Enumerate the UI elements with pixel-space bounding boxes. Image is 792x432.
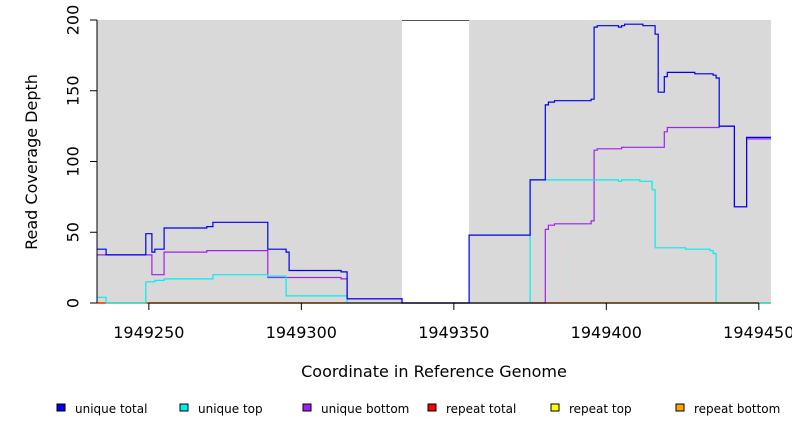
legend-label-unique-bottom: unique bottom (321, 402, 409, 416)
legend-swatch-repeat-bottom (675, 403, 685, 412)
legend-swatch-repeat-total (427, 403, 437, 412)
legend-label-repeat-top: repeat top (569, 402, 632, 416)
legend-swatch-unique-total (56, 403, 66, 412)
y-tick-label: 50 (64, 222, 83, 242)
x-axis-title: Coordinate in Reference Genome (301, 362, 567, 381)
series-line-unique-bottom (97, 125, 771, 304)
legend-swatch-repeat-top (550, 403, 560, 412)
series-line-unique-total (97, 23, 771, 304)
legend-swatch-unique-top (179, 403, 189, 412)
x-tick-label: 1949300 (266, 323, 337, 342)
legend-label-unique-total: unique total (75, 402, 147, 416)
x-axis: 1949250 1949300 1949350 1949400 1949450 (113, 302, 792, 342)
series-line-unique-top (97, 179, 771, 304)
legend: unique total unique top unique bottom repea… (56, 402, 780, 416)
x-tick-label: 1949350 (418, 323, 489, 342)
y-axis-title: Read Coverage Depth (22, 74, 41, 250)
y-tick-label: 200 (64, 5, 83, 36)
x-tick-label: 1949450 (723, 323, 792, 342)
uncovered-region (401, 20, 470, 303)
legend-swatch-unique-bottom (302, 403, 312, 412)
legend-label-repeat-bottom: repeat bottom (694, 402, 780, 416)
uncovered-regions (401, 20, 470, 303)
x-tick-label: 1949250 (113, 323, 184, 342)
y-tick-label: 0 (64, 298, 83, 308)
legend-label-repeat-total: repeat total (446, 402, 516, 416)
x-tick-label: 1949400 (571, 323, 642, 342)
y-tick-label: 150 (64, 75, 83, 106)
y-tick-label: 100 (64, 146, 83, 177)
y-axis: 0 50 100 150 200 (64, 5, 98, 308)
legend-label-unique-top: unique top (198, 402, 263, 416)
